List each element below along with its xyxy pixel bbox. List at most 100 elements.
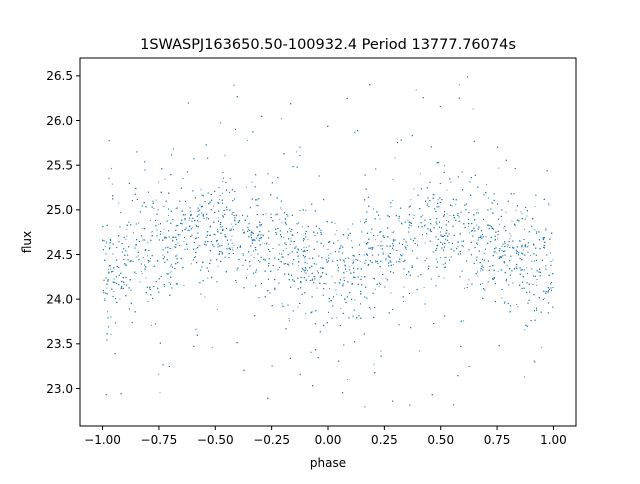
data-point [221, 244, 223, 246]
data-point [351, 283, 353, 285]
data-point [222, 172, 224, 173]
data-point [439, 221, 440, 223]
data-point [248, 236, 250, 238]
data-point [368, 247, 370, 249]
data-point [229, 178, 231, 180]
data-point [122, 277, 124, 279]
data-point [524, 329, 526, 331]
data-point [305, 246, 307, 248]
data-point [472, 108, 474, 110]
data-point [511, 270, 513, 272]
data-point [314, 278, 316, 280]
data-point [490, 226, 492, 228]
data-point [258, 234, 260, 236]
data-point [156, 235, 158, 237]
data-point [358, 244, 360, 246]
data-point [177, 262, 179, 264]
data-point [342, 234, 344, 235]
data-point [375, 260, 377, 262]
data-point [526, 291, 528, 293]
data-point [512, 246, 514, 248]
data-point [520, 211, 522, 213]
data-point [361, 284, 363, 286]
data-point [378, 286, 380, 288]
data-point [196, 225, 197, 227]
data-point [218, 210, 220, 212]
data-point [259, 225, 261, 227]
data-point [224, 155, 226, 157]
data-point [376, 260, 378, 262]
data-point [395, 215, 397, 217]
data-point [108, 326, 109, 328]
data-point [218, 187, 220, 189]
data-point [313, 276, 315, 278]
data-point [540, 346, 542, 348]
data-point [337, 270, 339, 272]
data-point [288, 238, 289, 240]
data-point [328, 241, 330, 243]
data-point [330, 253, 332, 255]
data-point [153, 207, 155, 209]
data-point [388, 262, 390, 264]
data-point [327, 260, 329, 262]
data-point [480, 270, 482, 272]
data-point [408, 221, 410, 223]
data-point [476, 242, 478, 244]
data-point [208, 270, 209, 272]
data-point [528, 231, 530, 233]
data-point [271, 365, 273, 367]
data-point [519, 267, 521, 269]
data-point [236, 342, 238, 344]
data-point [342, 392, 344, 394]
data-point [380, 240, 382, 242]
data-point [268, 237, 270, 239]
data-point [353, 309, 355, 311]
data-point [227, 243, 229, 245]
data-point [410, 327, 412, 329]
data-point [546, 170, 548, 172]
data-point [260, 256, 262, 258]
data-point [255, 269, 257, 271]
data-point [131, 322, 133, 323]
data-point [292, 263, 294, 265]
data-point [326, 322, 328, 324]
data-point [487, 281, 489, 283]
data-point [259, 261, 261, 263]
data-point [407, 219, 409, 221]
data-point [550, 283, 552, 285]
data-point [204, 296, 206, 298]
data-point [545, 268, 547, 270]
data-point [533, 253, 535, 255]
data-point [343, 280, 345, 282]
data-point [119, 298, 121, 300]
data-point [406, 245, 408, 247]
data-point [418, 226, 420, 228]
data-point [428, 268, 429, 270]
data-point [364, 296, 366, 298]
data-point [393, 231, 395, 233]
data-point [295, 246, 297, 248]
data-point [371, 247, 373, 249]
data-point [416, 257, 418, 259]
data-point [245, 259, 247, 261]
data-point [435, 249, 437, 251]
data-point [244, 231, 245, 233]
data-point [315, 225, 317, 227]
data-point [180, 258, 182, 260]
data-point [460, 253, 462, 255]
data-point [176, 239, 178, 241]
data-point [147, 301, 149, 302]
data-point [494, 251, 496, 253]
data-point [103, 292, 105, 294]
data-point [409, 274, 411, 276]
data-point [299, 155, 301, 156]
data-point [550, 264, 552, 266]
data-point [280, 261, 282, 263]
data-point [525, 206, 527, 208]
data-point [524, 228, 526, 230]
data-point [482, 269, 484, 271]
data-point [346, 270, 348, 272]
data-point [112, 271, 114, 272]
data-point [170, 210, 172, 212]
data-point [256, 199, 258, 201]
